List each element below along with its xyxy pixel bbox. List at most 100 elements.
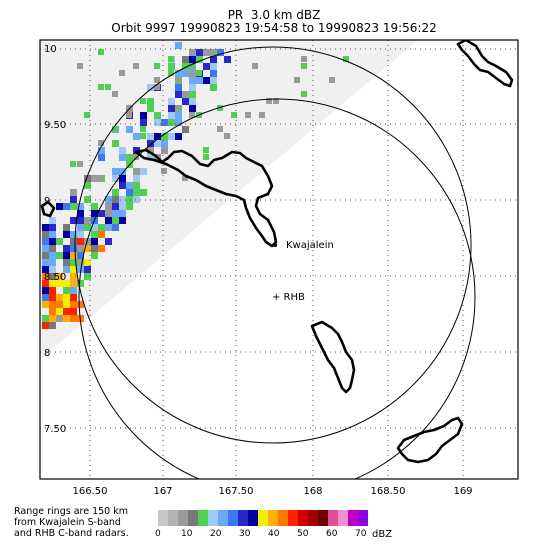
- echo-pixel: [189, 49, 195, 55]
- echo-pixel: [133, 154, 139, 160]
- echo-pixel: [119, 210, 126, 217]
- echo-pixel: [63, 245, 70, 252]
- echo-pixel: [189, 63, 195, 69]
- echo-pixel: [182, 98, 189, 105]
- echo-pixel: [175, 133, 182, 140]
- echo-pixel: [119, 203, 126, 210]
- echo-pixel: [49, 252, 56, 259]
- echo-pixel: [91, 245, 98, 252]
- echo-pixel: [105, 217, 112, 224]
- echo-pixel: [140, 98, 146, 104]
- echo-pixel: [105, 196, 112, 203]
- colorbar-swatch: [218, 510, 228, 526]
- echo-pixel: [98, 84, 104, 90]
- echo-pixel: [182, 175, 188, 181]
- lat-label-8: 8: [44, 348, 50, 359]
- echo-pixel: [189, 98, 196, 105]
- echo-pixel: [133, 196, 140, 203]
- echo-pixel: [63, 308, 70, 315]
- rhb-label: + RHB: [272, 292, 305, 303]
- echo-pixel: [196, 70, 202, 76]
- colorbar-tick-20: 20: [210, 529, 222, 539]
- footnote-line-2: from Kwajalein S-band: [14, 517, 121, 528]
- echo-pixel: [175, 91, 182, 98]
- colorbar-swatch: [178, 510, 188, 526]
- echo-pixel: [77, 231, 84, 238]
- echo-pixel: [126, 126, 133, 133]
- northeast-atoll-coast: [456, 40, 514, 88]
- echo-pixel: [196, 49, 203, 56]
- colorbar-tick-30: 30: [239, 529, 251, 539]
- echo-pixel: [42, 294, 49, 301]
- echo-pixel: [301, 56, 307, 62]
- colorbar-swatch: [258, 510, 268, 526]
- lat-label-10: 10: [44, 44, 57, 55]
- echo-pixel: [91, 210, 98, 217]
- echo-pixel: [133, 147, 140, 154]
- echo-pixel: [70, 196, 77, 203]
- echo-pixel: [133, 133, 140, 140]
- echo-pixel: [161, 133, 168, 140]
- echo-pixel: [140, 126, 146, 132]
- echo-pixel: [168, 133, 175, 140]
- echo-pixel: [210, 84, 217, 91]
- echo-pixel: [49, 280, 56, 287]
- echo-pixel: [154, 119, 161, 126]
- echo-pixel: [42, 259, 49, 266]
- echo-pixel: [49, 294, 56, 301]
- echo-pixel: [189, 105, 196, 112]
- echo-pixel: [126, 196, 133, 203]
- colorbar-swatch: [338, 510, 348, 526]
- echo-pixel: [105, 203, 112, 210]
- colorbar-swatch: [228, 510, 238, 526]
- echo-pixel: [343, 56, 349, 62]
- orbit-time-range: Orbit 9997 19990823 19:54:58 to 19990823…: [111, 21, 437, 35]
- echo-pixel: [252, 63, 258, 69]
- echo-pixel: [49, 231, 56, 238]
- echo-pixel: [70, 189, 77, 196]
- kwajalein-atoll-coast: [134, 148, 278, 248]
- echo-pixel: [140, 133, 146, 139]
- echo-pixel: [168, 119, 175, 126]
- echo-pixel: [189, 70, 196, 77]
- echo-pixel: [49, 315, 56, 322]
- echo-pixel: [189, 112, 195, 118]
- echo-pixel: [147, 84, 154, 91]
- echo-pixel: [175, 119, 182, 126]
- echo-pixel: [56, 252, 63, 259]
- lon-label-168: 168: [303, 486, 322, 497]
- echo-pixel: [70, 252, 77, 259]
- colorbar-swatch: [318, 510, 328, 526]
- echo-pixel: [119, 147, 126, 154]
- echo-pixel: [70, 217, 77, 224]
- echo-pixel: [42, 231, 49, 238]
- echo-pixel: [217, 126, 223, 132]
- colorbar-swatch: [198, 510, 208, 526]
- echo-pixel: [175, 42, 182, 49]
- echo-pixel: [49, 259, 56, 266]
- colorbar-swatch: [288, 510, 298, 526]
- echo-pixel: [301, 91, 307, 97]
- echo-pixel: [49, 287, 56, 294]
- echo-pixel: [147, 98, 154, 105]
- echo-pixel: [182, 63, 189, 70]
- echo-pixel: [63, 280, 70, 287]
- echo-pixel: [49, 301, 56, 308]
- echo-pixel: [217, 105, 223, 111]
- echo-pixel: [91, 224, 98, 231]
- echo-pixel: [147, 147, 154, 154]
- echo-pixel: [154, 140, 161, 147]
- echo-pixel: [63, 203, 70, 210]
- map-frame: [39, 39, 519, 480]
- echo-pixel: [70, 308, 77, 315]
- echo-pixel: [105, 210, 112, 217]
- echo-pixel: [84, 245, 91, 252]
- echo-pixel: [70, 231, 77, 238]
- colorbar-tick-10: 10: [181, 529, 193, 539]
- echo-pixel: [70, 203, 77, 210]
- echo-pixel: [63, 287, 70, 294]
- echo-pixel: [126, 112, 132, 118]
- colorbar-tick-70: 70: [355, 529, 367, 539]
- echo-pixel: [98, 147, 105, 154]
- echo-pixel: [112, 168, 119, 175]
